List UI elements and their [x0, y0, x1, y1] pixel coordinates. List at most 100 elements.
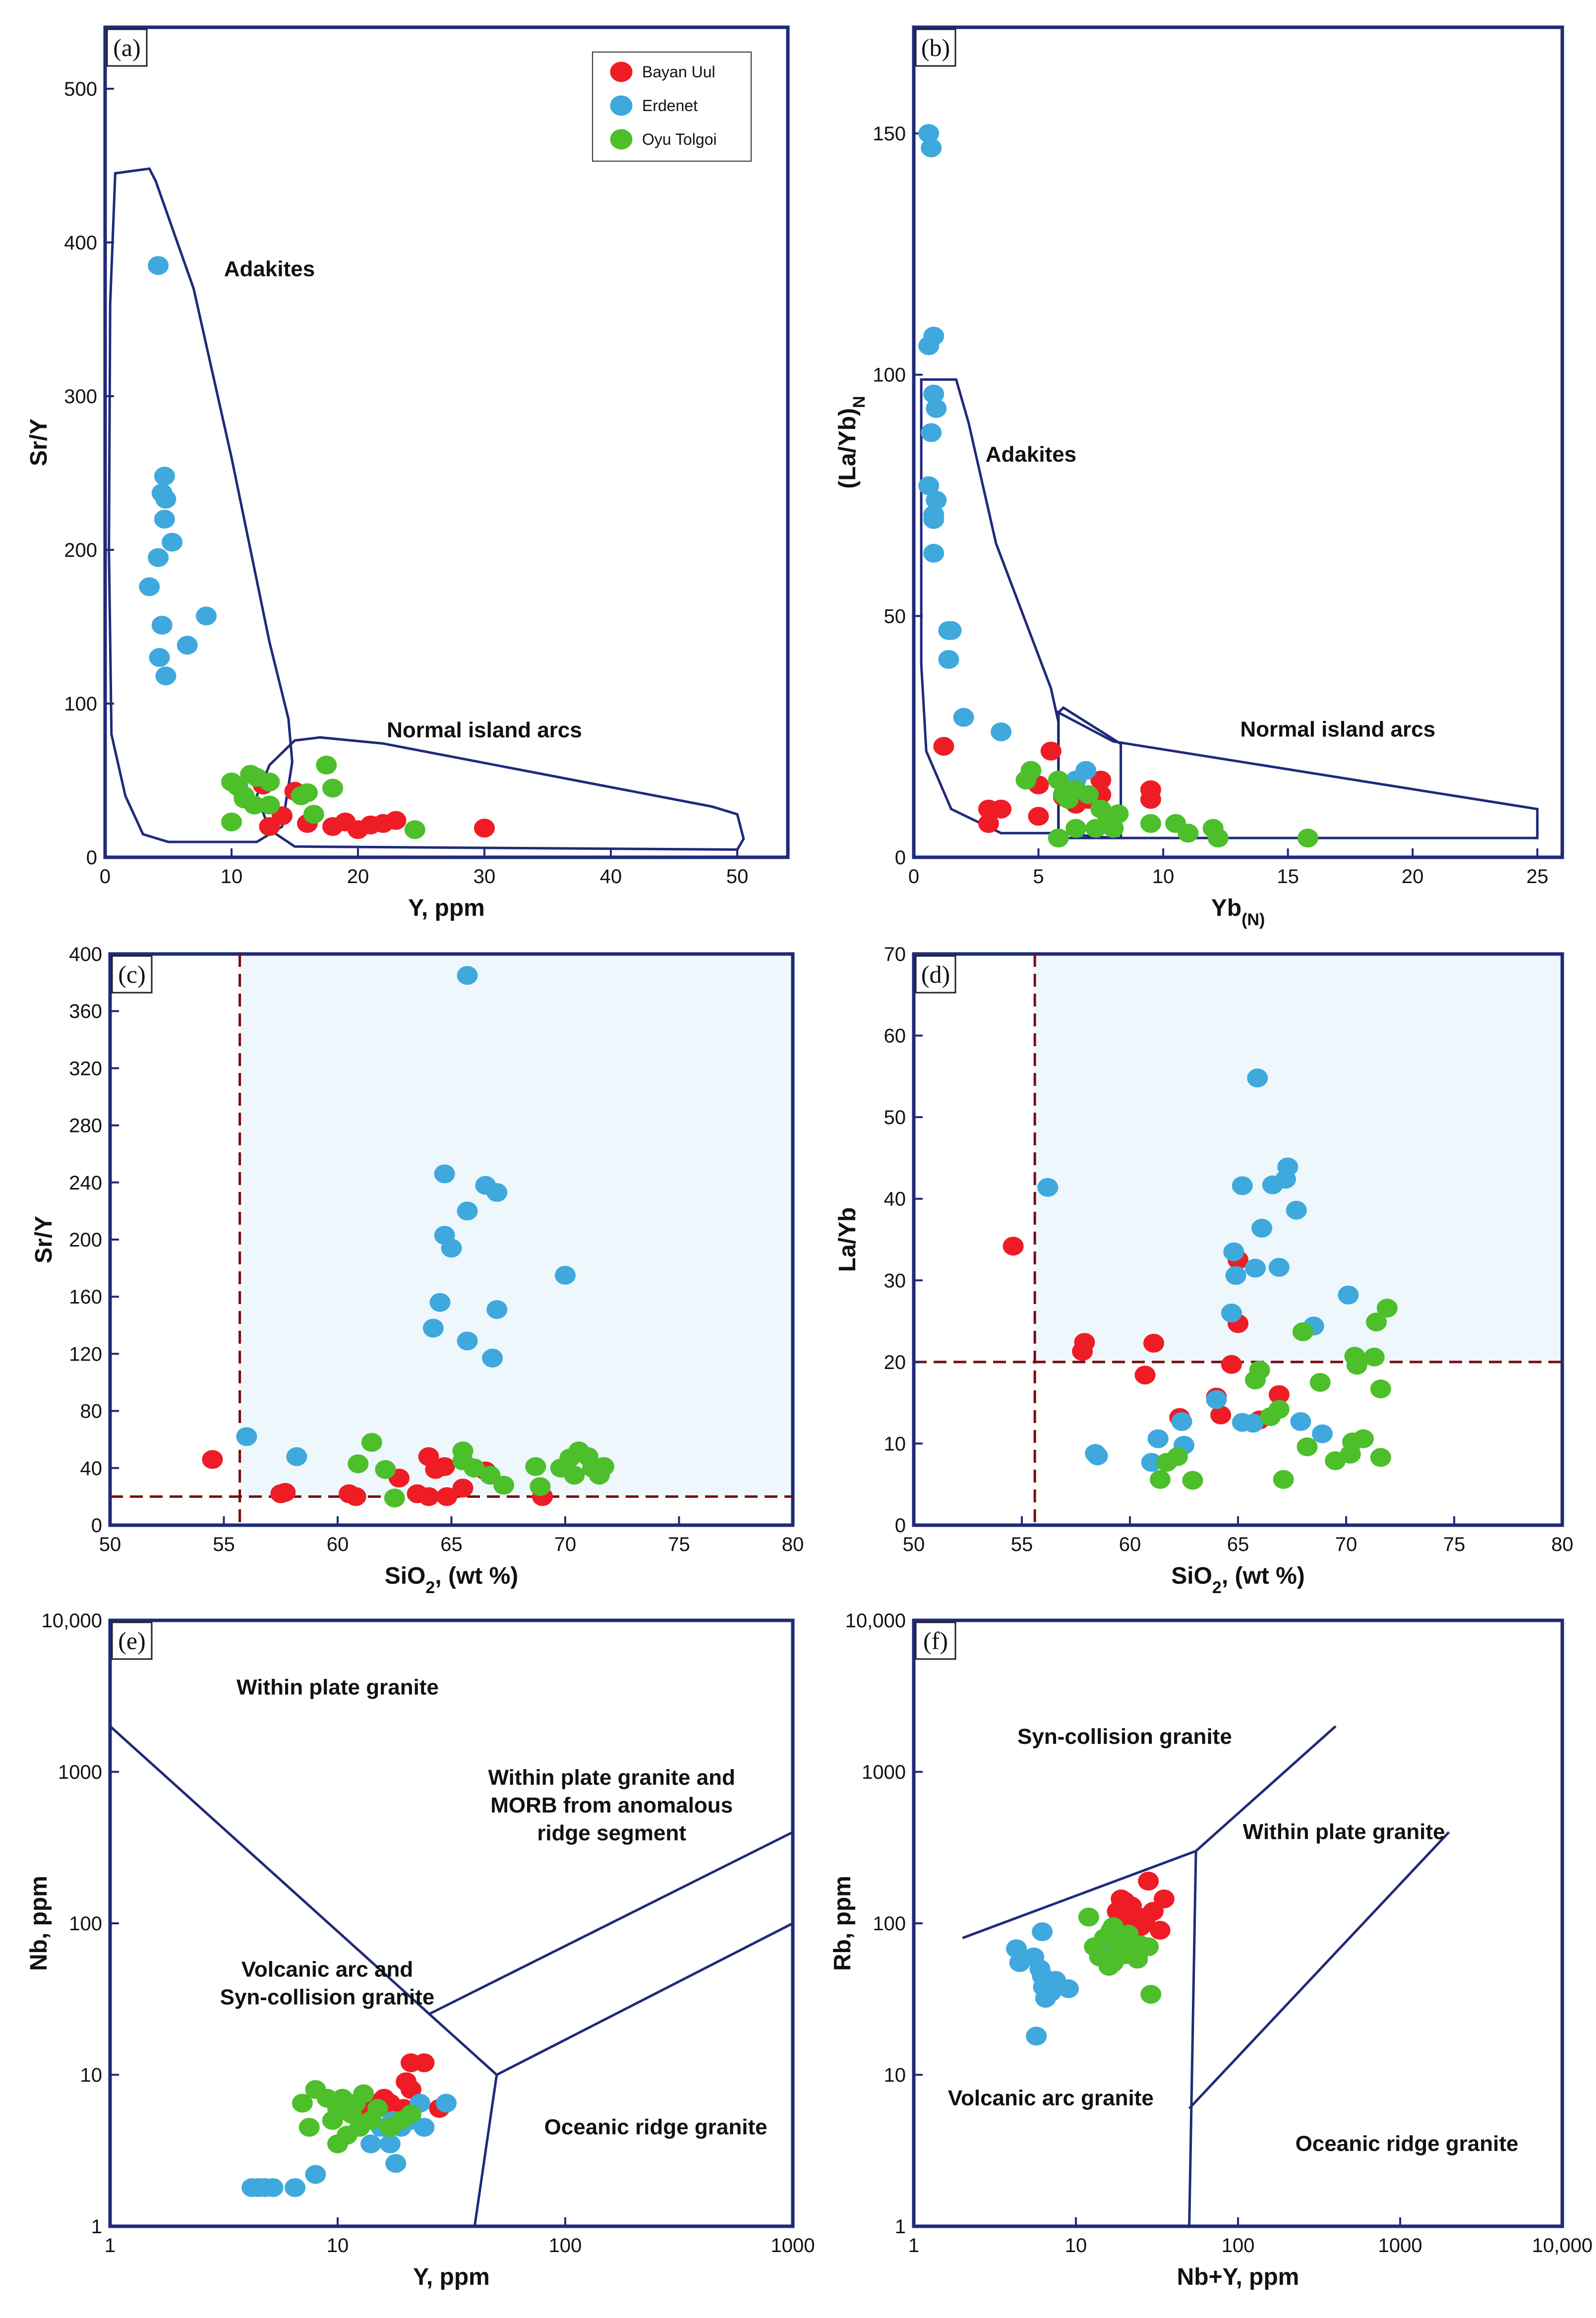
y-tick-label: 160: [69, 1286, 102, 1308]
data-point-oyu-tolgoi: [384, 1488, 405, 1508]
region-label: Oceanic ridge granite: [1296, 2132, 1519, 2156]
y-tick-label: 1000: [862, 1762, 906, 1783]
region-label: Syn-collision granite: [1017, 1724, 1232, 1749]
y-tick-label: 10: [884, 1433, 906, 1455]
legend-label-oyu-tolgoi: Oyu Tolgoi: [642, 130, 717, 148]
region-label: Within plate granite: [236, 1675, 439, 1700]
region-boundary-overlap-box: [1057, 706, 1123, 839]
data-point-erdenet: [139, 577, 160, 596]
data-point-oyu-tolgoi: [1138, 1937, 1159, 1957]
region-label-adakites: Adakites: [224, 257, 315, 281]
legend-marker-erdenet: [610, 95, 633, 116]
data-point-erdenet: [1221, 1304, 1242, 1323]
data-point-oyu-tolgoi: [1140, 814, 1161, 833]
shaded-adakite-field: [239, 954, 793, 1497]
data-point-oyu-tolgoi: [1297, 829, 1318, 848]
y-tick-label: 500: [64, 78, 97, 100]
discrimination-line: [427, 1831, 794, 2016]
data-point-erdenet: [434, 1164, 455, 1184]
data-point-oyu-tolgoi: [1273, 1470, 1294, 1489]
data-point-erdenet: [1026, 2026, 1047, 2046]
discrimination-line: [1195, 1725, 1337, 1852]
x-tick-label: 20: [1402, 866, 1424, 888]
data-point-erdenet: [1087, 1446, 1108, 1466]
data-point-erdenet: [1147, 1429, 1169, 1448]
y-tick-label: 120: [69, 1343, 102, 1365]
y-tick-label: 40: [80, 1458, 103, 1480]
data-point-oyu-tolgoi: [316, 756, 337, 774]
discrimination-line: [473, 2075, 498, 2227]
data-point-oyu-tolgoi: [259, 795, 280, 815]
data-point-bayan-uul: [418, 1487, 439, 1506]
data-point-erdenet: [1171, 1412, 1192, 1431]
panel-f-rb-vs-nb-y: Syn-collision granite Within plate granit…: [829, 1610, 1593, 2290]
data-point-erdenet: [155, 666, 177, 686]
data-point-erdenet: [1312, 1424, 1333, 1443]
panel-e-nb-vs-y: Within plate granite Within plate granite…: [26, 1610, 815, 2290]
data-point-erdenet: [305, 2165, 326, 2184]
data-point-bayan-uul: [275, 1483, 296, 1502]
panel-tag-box: [111, 1621, 153, 1660]
x-tick-label: 75: [668, 1534, 690, 1555]
data-point-oyu-tolgoi: [1370, 1379, 1391, 1399]
data-point-erdenet: [923, 510, 945, 529]
data-point-bayan-uul: [1040, 741, 1062, 761]
panel-tag-box: [111, 955, 153, 994]
data-point-erdenet: [262, 2178, 284, 2197]
x-tick-label: 50: [726, 866, 749, 888]
data-point-oyu-tolgoi: [1353, 1429, 1374, 1448]
x-tick-label: 10: [327, 2235, 349, 2257]
y-tick-label: 0: [895, 1515, 906, 1537]
data-point-oyu-tolgoi: [1065, 819, 1086, 838]
y-tick-label: 1000: [58, 1762, 102, 1783]
y-tick-label: 1: [895, 2216, 906, 2238]
data-point-bayan-uul: [452, 1479, 473, 1498]
region-label: Volcanic arc and: [241, 1958, 413, 1982]
data-point-bayan-uul: [978, 814, 999, 833]
data-point-erdenet: [436, 2093, 457, 2113]
y-tick-label: 10: [884, 2065, 906, 2086]
region-label: MORB from anomalous: [490, 1793, 733, 1817]
y-tick-label: 280: [69, 1115, 102, 1137]
data-point-erdenet: [148, 548, 169, 567]
data-point-erdenet: [360, 2134, 382, 2153]
data-point-bayan-uul: [1143, 1334, 1164, 1353]
data-point-oyu-tolgoi: [1309, 1373, 1331, 1392]
y-tick-label: 240: [69, 1172, 102, 1194]
data-point-oyu-tolgoi: [353, 2084, 374, 2103]
y-tick-label: 20: [884, 1352, 906, 1373]
y-tick-label: 70: [884, 944, 906, 965]
data-point-oyu-tolgoi: [493, 1476, 515, 1495]
data-point-oyu-tolgoi: [593, 1457, 614, 1476]
x-tick-label: 1: [105, 2235, 116, 2257]
data-point-erdenet: [486, 1300, 508, 1319]
data-point-erdenet: [379, 2134, 401, 2153]
data-point-erdenet: [938, 650, 959, 669]
data-point-bayan-uul: [933, 737, 954, 756]
y-tick-label: 0: [91, 1515, 102, 1537]
data-point-erdenet: [1290, 1412, 1311, 1431]
data-point-oyu-tolgoi: [1249, 1361, 1270, 1380]
data-point-oyu-tolgoi: [525, 1457, 546, 1476]
data-point-bayan-uul: [345, 1487, 366, 1506]
region-label: Syn-collision granite: [220, 1985, 435, 2010]
data-point-erdenet: [414, 2118, 435, 2137]
y-tick-label: 400: [64, 232, 97, 254]
panel-tag: (c): [118, 960, 146, 988]
legend-label-erdenet: Erdenet: [642, 97, 698, 115]
y-tick-label: 0: [895, 847, 906, 869]
data-point-oyu-tolgoi: [367, 2099, 388, 2118]
data-point-erdenet: [155, 489, 177, 509]
y-axis-title: Rb, ppm: [829, 1876, 856, 1971]
data-point-oyu-tolgoi: [303, 805, 324, 824]
region-boundary-normal-island-arcs: [255, 736, 745, 851]
y-axis-title: Nb, ppm: [26, 1876, 52, 1971]
region-label: ridge segment: [537, 1821, 686, 1845]
data-point-oyu-tolgoi: [259, 773, 280, 792]
x-tick-label: 55: [1011, 1534, 1033, 1555]
data-point-oyu-tolgoi: [1297, 1437, 1318, 1456]
y-axis-title: La/Yb: [834, 1207, 861, 1272]
data-point-erdenet: [1262, 1175, 1283, 1194]
data-point-erdenet: [236, 1427, 257, 1446]
